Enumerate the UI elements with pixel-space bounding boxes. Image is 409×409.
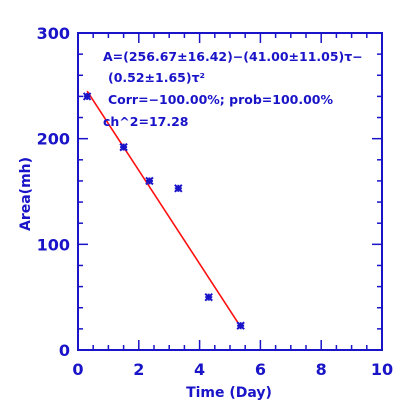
x-tick-label: 8	[316, 360, 327, 379]
data-point	[174, 184, 183, 193]
data-point	[204, 292, 213, 302]
ticks	[77, 32, 383, 351]
data-point	[82, 92, 92, 101]
y-axis-title: Area(mh)	[18, 157, 34, 231]
annotation-line-3: Corr=−100.00%; prob=100.00%	[108, 92, 334, 107]
x-tick-label: 6	[255, 360, 266, 379]
fit-line-group	[86, 90, 242, 328]
x-axis-title: Time (Day)	[186, 385, 272, 401]
annotation-line-4: ch^2=17.28	[103, 114, 189, 129]
data-point	[236, 321, 245, 330]
y-tick-label: 100	[37, 235, 70, 254]
x-tick-label: 2	[133, 360, 144, 379]
y-tick-label: 0	[59, 341, 70, 360]
data-points	[82, 92, 245, 330]
x-tick-label: 4	[194, 360, 205, 379]
annotations: A=(256.67±16.42)−(41.00±11.05)τ− (0.52±1…	[103, 49, 363, 129]
data-point	[145, 176, 154, 186]
annotation-line-2: (0.52±1.65)τ²	[108, 70, 205, 85]
y-tick-label: 300	[37, 24, 70, 43]
data-point	[119, 142, 128, 152]
x-tick-label: 0	[72, 360, 83, 379]
annotation-line-1: A=(256.67±16.42)−(41.00±11.05)τ−	[103, 49, 363, 64]
x-tick-label: 10	[371, 360, 393, 379]
y-tick-label: 200	[37, 130, 70, 149]
fit-line	[86, 90, 242, 328]
